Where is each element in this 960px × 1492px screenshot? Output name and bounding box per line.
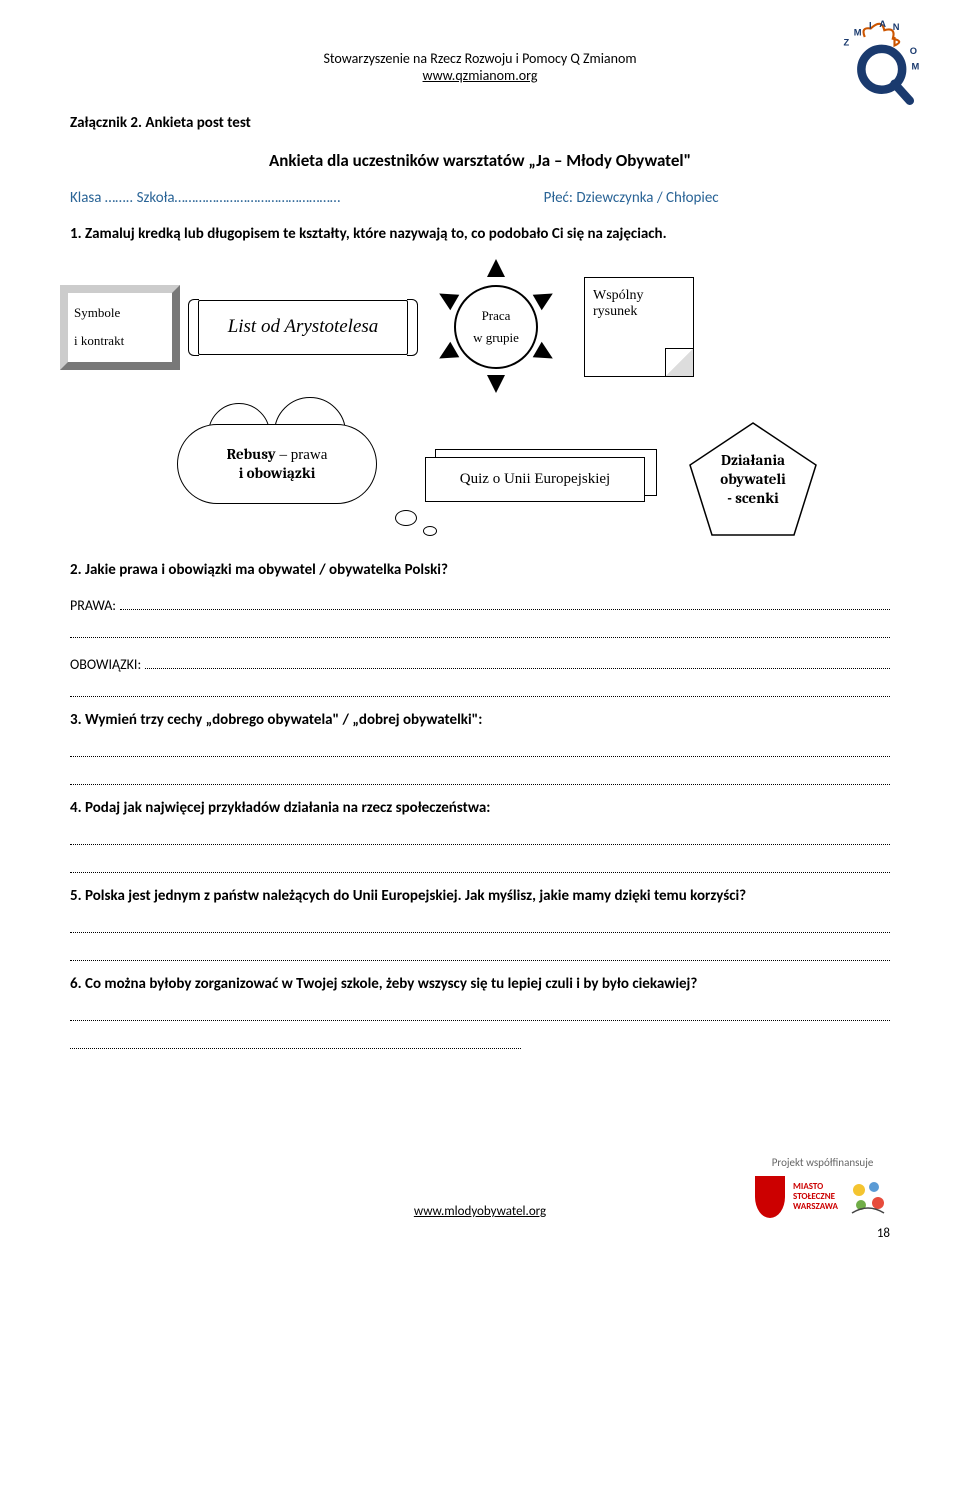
answer-line[interactable]: [70, 943, 890, 961]
svg-text:N: N: [893, 22, 900, 32]
note-fold-icon: [665, 348, 693, 376]
page-header: Stowarzyszenie na Rzecz Rozwoju i Pomocy…: [70, 50, 890, 84]
answer-line[interactable]: [70, 1031, 521, 1049]
page-footer: Projekt współfinansuje MIASTO STOŁECZNE …: [70, 1089, 890, 1219]
answer-line[interactable]: [120, 592, 890, 610]
answer-line[interactable]: [70, 1003, 890, 1021]
attachment-title: Załącznik 2. Ankieta post test: [70, 114, 890, 132]
warsaw-crest-icon: [755, 1176, 785, 1218]
answer-line[interactable]: [70, 620, 890, 638]
shape-sun[interactable]: Praca w grupie: [426, 257, 566, 397]
question-2: 2. Jakie prawa i obowiązki ma obywatel /…: [70, 561, 890, 579]
form-line: Klasa …….. Szkoła………………………………………… Płeć: …: [70, 189, 890, 207]
shapes-row-1: Symbole i kontrakt List od Arystotelesa …: [60, 257, 890, 397]
sun-line1: Praca: [482, 308, 511, 324]
org-name: Stowarzyszenie na Rzecz Rozwoju i Pomocy…: [70, 50, 890, 67]
quiz-text: Quiz o Unii Europejskiej: [460, 471, 610, 488]
answer-line[interactable]: [70, 915, 890, 933]
answer-line[interactable]: [70, 679, 890, 697]
org-url-link[interactable]: www.qzmianom.org: [423, 67, 538, 84]
frame-line2: i kontrakt: [74, 333, 124, 349]
note-line2: rysunek: [593, 304, 685, 320]
shape-quiz-box[interactable]: Quiz o Unii Europejskiej: [425, 457, 665, 502]
svg-text:O: O: [910, 46, 917, 56]
pentagon-line2: obywateli: [720, 470, 786, 488]
scroll-text: List od Arystotelesa: [228, 316, 379, 338]
shape-frame[interactable]: Symbole i kontrakt: [60, 285, 180, 370]
svg-text:Z: Z: [844, 38, 850, 48]
svg-text:I: I: [869, 21, 872, 31]
shape-scroll[interactable]: List od Arystotelesa: [198, 300, 408, 355]
frame-line1: Symbole: [74, 305, 120, 321]
obowiazki-label: OBOWIĄZKI:: [70, 656, 141, 673]
question-5: 5. Polska jest jednym z państw należącyc…: [70, 887, 890, 905]
plec-label: Płeć:: [544, 189, 573, 207]
qzmianom-logo: Z M I A N O M: [835, 20, 920, 105]
answer-line[interactable]: [145, 651, 890, 669]
footer-url[interactable]: www.mlodyobywatel.org: [414, 1204, 546, 1219]
colorful-warsaw-logo: [846, 1175, 890, 1219]
note-line1: Wspólny: [593, 288, 685, 304]
szkola-field: Szkoła…………………………………………: [137, 189, 341, 207]
shape-pentagon[interactable]: Działania obywateli - scenki: [683, 419, 823, 539]
answer-line[interactable]: [70, 855, 890, 873]
question-1: 1. Zamaluj kredką lub długopisem te kszt…: [70, 225, 890, 243]
cloud-bold: Rebusy: [227, 445, 276, 463]
svg-text:A: A: [879, 20, 886, 29]
plec-options: Dziewczynka / Chłopiec: [576, 189, 718, 207]
question-4: 4. Podaj jak najwięcej przykładów działa…: [70, 799, 890, 817]
answer-line[interactable]: [70, 767, 890, 785]
page-number: 18: [877, 1226, 890, 1241]
question-3: 3. Wymień trzy cechy „dobrego obywatela"…: [70, 711, 890, 729]
sun-line2: w grupie: [473, 330, 519, 346]
answer-line[interactable]: [70, 739, 890, 757]
klasa-field: Klasa ……..: [70, 189, 133, 207]
svg-text:M: M: [854, 27, 862, 37]
pentagon-line3: - scenki: [727, 489, 779, 507]
survey-title: Ankieta dla uczestników warsztatów „Ja –…: [70, 150, 890, 171]
cloud-line2: i obowiązki: [239, 464, 316, 482]
svg-text:M: M: [912, 61, 920, 71]
pentagon-line1: Działania: [721, 451, 785, 469]
shape-cloud[interactable]: Rebusy – prawa i obowiązki: [177, 424, 407, 534]
question-6: 6. Co można byłoby zorganizować w Twojej…: [70, 975, 890, 993]
answer-line[interactable]: [70, 827, 890, 845]
project-cofinance-label: Projekt współfinansuje: [755, 1156, 890, 1169]
warsaw-text: MIASTO STOŁECZNE WARSZAWA: [793, 1182, 838, 1212]
shape-note[interactable]: Wspólny rysunek: [584, 277, 694, 377]
prawa-label: PRAWA:: [70, 597, 116, 614]
shapes-row-2: Rebusy – prawa i obowiązki Quiz o Unii E…: [110, 419, 890, 539]
